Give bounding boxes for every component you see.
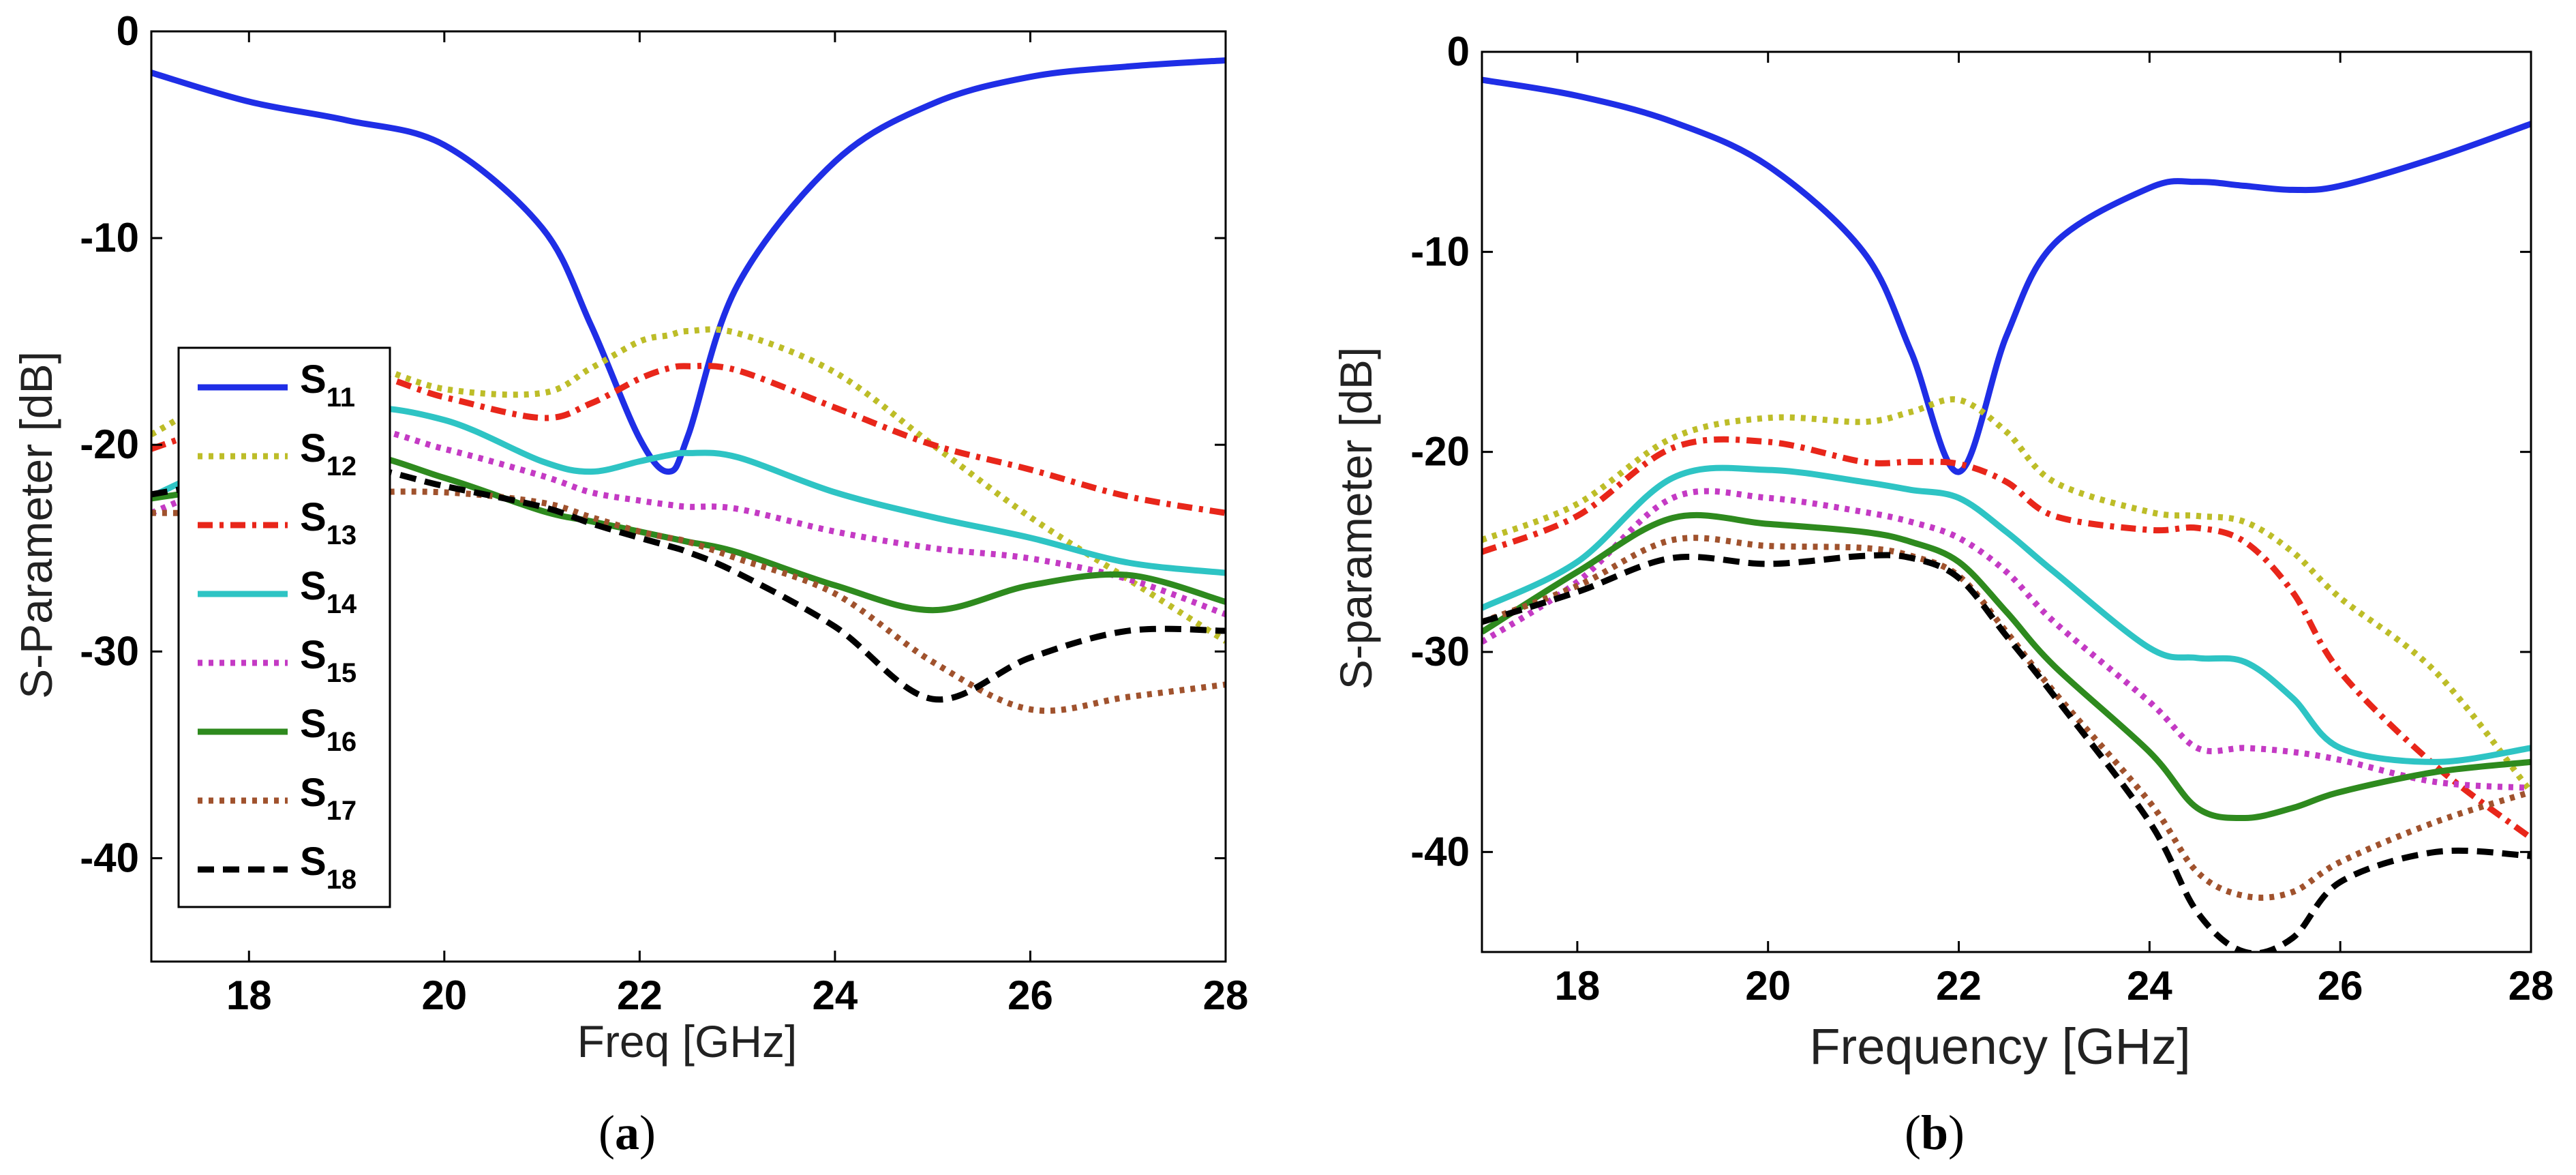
panel-b-plot-area [1482,52,2531,952]
panel-b-axes-frame [1481,50,2532,953]
panel-a-series-s17 [151,488,1226,714]
panel-b-xtick-label: 26 [2318,963,2363,1009]
panel-b-xtick-label: 28 [2509,963,2554,1009]
panel-a-legend-label-s18: S18 [300,839,357,895]
panel-a: S-Parameter [dB] Freq [GHz] (a) 18 20 22 24… [11,8,1248,1160]
panel-a-xtick-label: 18 [226,972,272,1018]
panel-b-series-s13 [1482,436,2531,841]
panel-a-ytick-label: -30 [80,628,139,674]
panel-b-ylabel: S-parameter [dB] [1331,347,1381,690]
panel-b-series-s12 [1482,396,2531,794]
panel-b: S-parameter [dB] Frequency [GHz] (b) 18 2… [1331,29,2554,1160]
panel-b-ytick-label: -40 [1410,829,1470,874]
panel-a-legend-box [177,346,391,908]
panel-b-xtick-label: 18 [1555,963,1601,1009]
panel-a-legend-label-s14: S14 [300,564,357,619]
panel-b-series-s14 [1482,464,2531,765]
panel-b-xtick-label: 20 [1745,963,1791,1009]
panel-a-xtick-label: 28 [1203,972,1249,1018]
panel-a-ytick-label: -20 [80,421,139,467]
panel-a-legend-label-s11: S11 [300,357,355,413]
panel-b-xtick-label: 24 [2127,963,2172,1009]
panel-b-xlabel: Frequency [GHz] [1809,1018,2190,1075]
panel-a-caption: (a) [598,1105,656,1160]
panel-b-ytick-label: 0 [1447,29,1470,74]
panel-b-xtick-label: 22 [1936,963,1982,1009]
panel-b-caption-letter: b [1921,1105,1948,1160]
panel-a-series-s13 [151,362,1226,516]
panel-b-series-s16 [1482,511,2531,821]
panel-b-series-s15 [1482,488,2531,791]
panel-b-series-group [1482,76,2531,952]
panel-a-xtick-label: 26 [1007,972,1053,1018]
panel-a-series-s15 [151,424,1226,618]
panel-a-xlabel: Freq [GHz] [577,1016,798,1067]
panel-a-legend-label-s17: S17 [300,771,357,826]
panel-a-ylabel: S-Parameter [dB] [11,351,61,699]
panel-a-xtick-label: 20 [421,972,467,1018]
panel-b-series-s11 [1482,76,2531,475]
panel-a-caption-letter: a [615,1105,639,1160]
panel-a-ytick-label: 0 [117,8,139,54]
panel-a-legend-label-s13: S13 [300,495,357,550]
panel-b-caption: (b) [1905,1105,1965,1160]
panel-a-ytick-label: -10 [80,215,139,261]
panel-a-xtick-label: 22 [617,972,663,1018]
panel-a-legend-label-s12: S12 [300,426,357,481]
panel-a-legend-label-s15: S15 [300,633,357,688]
panel-b-ytick-label: -10 [1410,228,1470,274]
panel-a-axes-frame [150,30,1227,963]
panel-b-series-s18 [1482,552,2531,952]
panel-a-series-s11 [151,57,1226,475]
panel-b-ytick-label: -30 [1410,629,1470,674]
panel-a-legend-label-s16: S16 [300,702,357,757]
panel-a-ytick-label: -40 [80,835,139,880]
panel-a-xtick-label: 24 [813,972,858,1018]
panel-b-ytick-label: -20 [1410,429,1470,475]
panel-a-legend: S11 S12 S13 S14 S15 S16 S17 S18 [177,346,391,908]
